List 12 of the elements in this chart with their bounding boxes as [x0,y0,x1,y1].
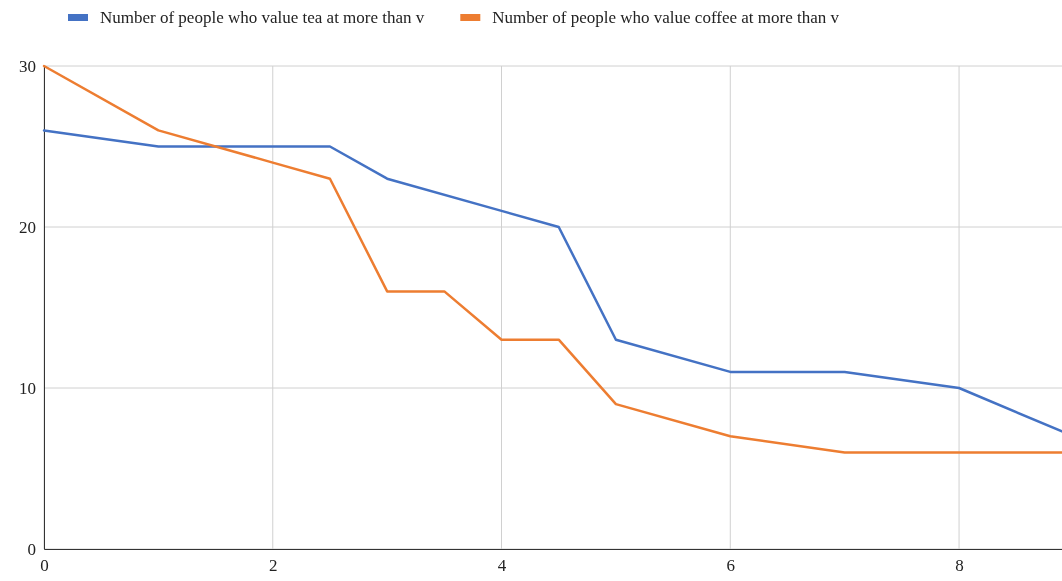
x-tick-label: 2 [269,556,278,576]
x-tick-label: 8 [955,556,964,576]
x-tick-label: 0 [40,556,49,576]
line-series [42,129,1062,433]
y-tick-label: 0 [27,539,36,559]
x-tick-label: 6 [726,556,736,576]
y-tick-label: 30 [19,56,36,76]
y-tick-label: 10 [19,378,36,398]
x-tick-label: 4 [497,556,507,576]
legend-label: Number of people who value coffee at more than v [492,8,840,27]
y-tick-label: 20 [19,217,36,237]
legend-label: Number of people who value tea at more than v [100,8,425,27]
